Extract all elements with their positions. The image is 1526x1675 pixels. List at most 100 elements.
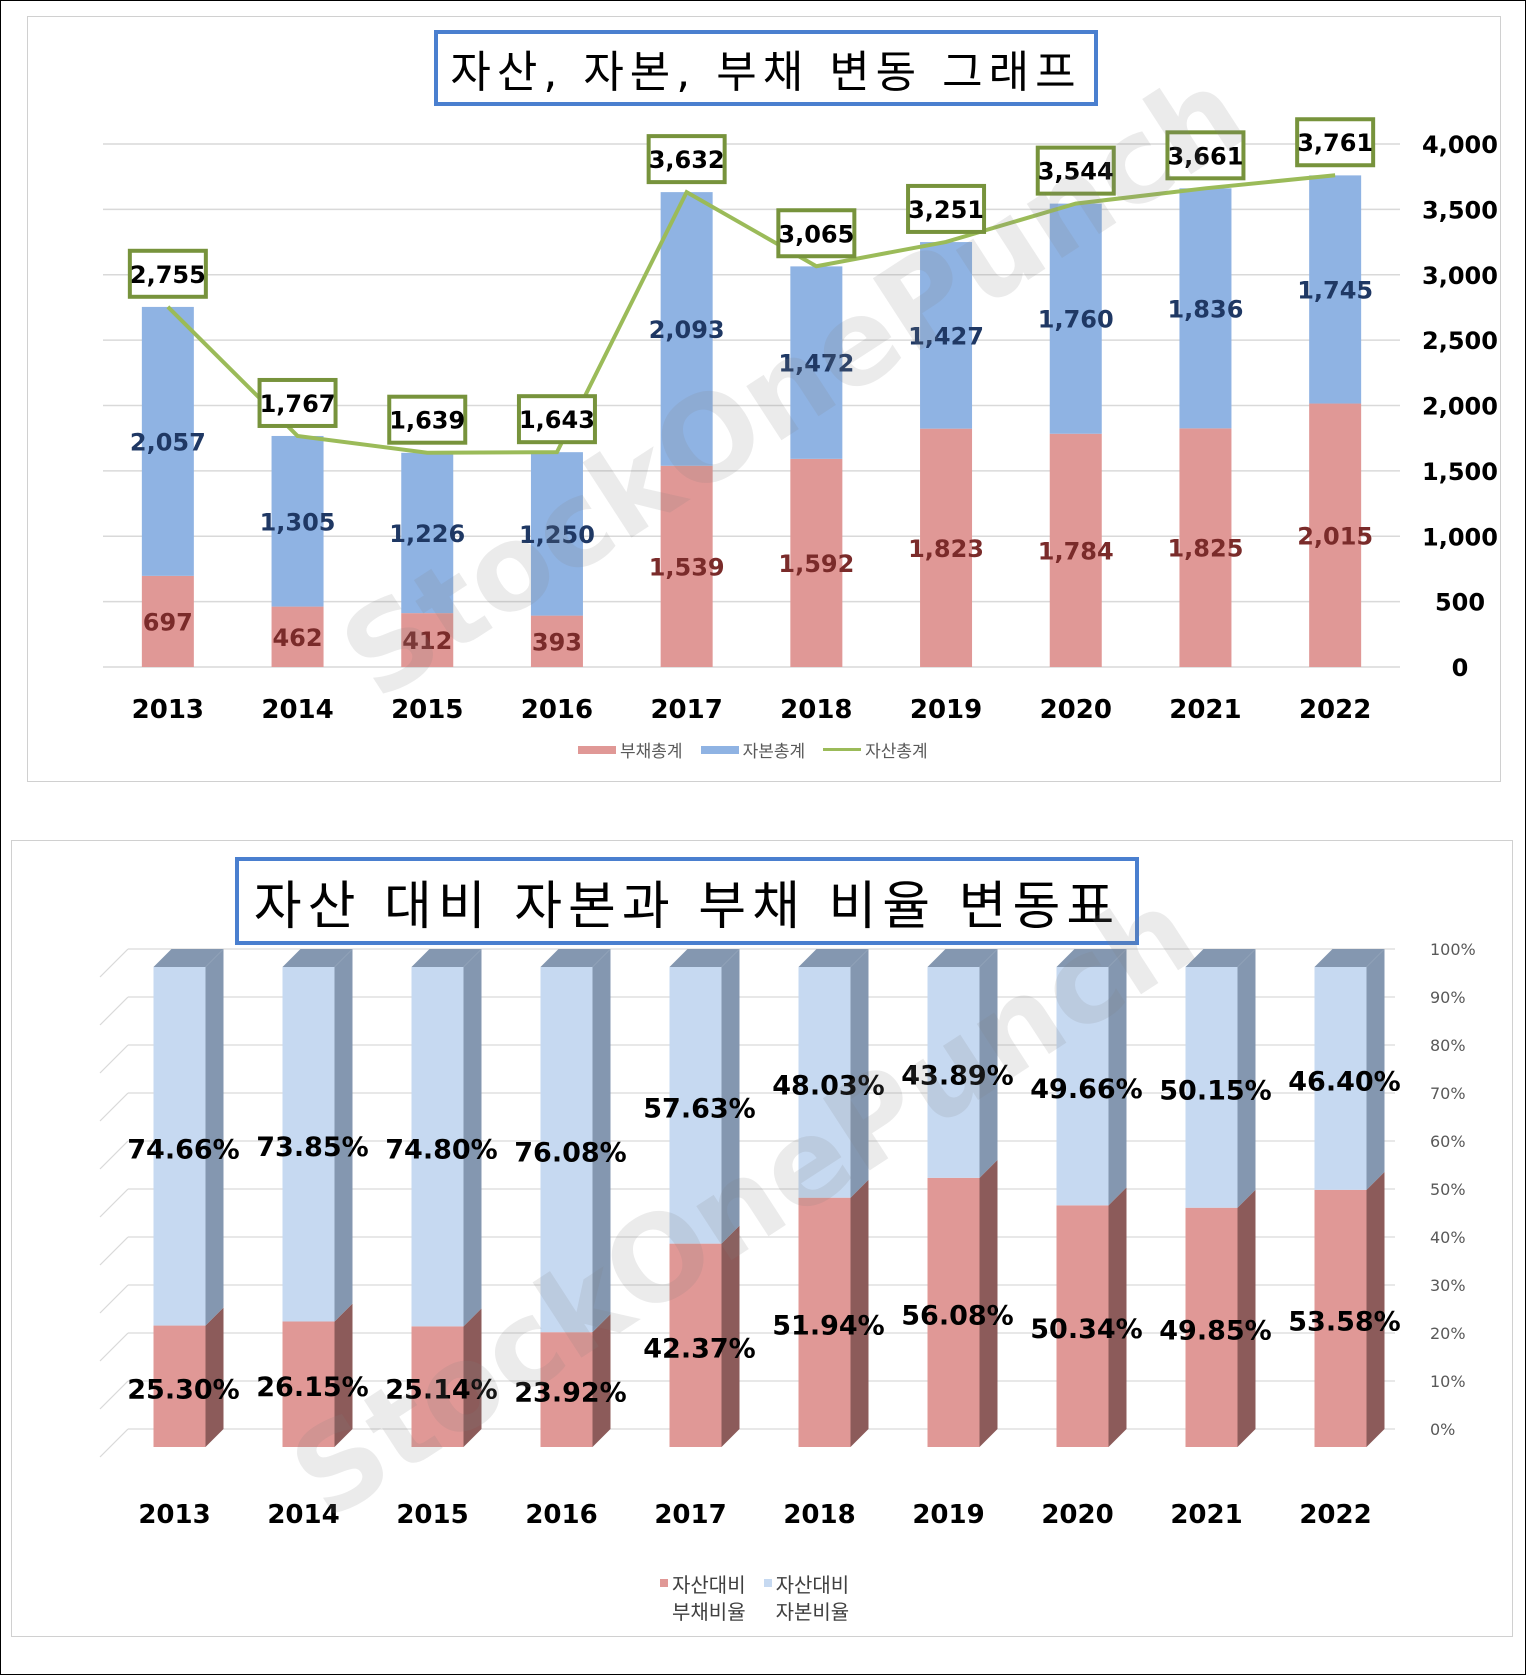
chart2-bar-equity-side xyxy=(1108,949,1127,1206)
chart1-bar-debt xyxy=(530,615,583,667)
chart1-label-equity: 1,250 xyxy=(519,521,595,549)
chart2-label-equity: 49.66% xyxy=(1030,1074,1142,1105)
chart2-x-tick: 2022 xyxy=(1299,1500,1371,1530)
chart2-gridline-side xyxy=(99,1092,129,1122)
chart2-bar-debt xyxy=(411,1326,464,1447)
chart1-y-tick: 500 xyxy=(1435,589,1485,617)
chart2-bar-debt-side xyxy=(592,1314,611,1447)
chart1-bar-equity xyxy=(1309,175,1362,404)
chart1-label-equity: 1,836 xyxy=(1167,295,1243,323)
chart2-x-tick: 2019 xyxy=(912,1500,984,1530)
chart2-label-debt: 25.30% xyxy=(127,1374,239,1405)
chart2-label-equity: 50.15% xyxy=(1159,1075,1271,1106)
chart2-x-tick: 2017 xyxy=(654,1500,726,1530)
chart2-legend: 자산대비 부채비율 자산대비 자본비율 xyxy=(660,1572,867,1626)
legend-swatch-assets xyxy=(823,748,862,751)
chart1-label-equity: 2,093 xyxy=(649,316,725,344)
chart2-label-debt: 51.94% xyxy=(772,1310,884,1341)
chart1-label-equity: 1,427 xyxy=(908,322,984,350)
chart1-bar-equity xyxy=(790,266,843,459)
chart1-y-tick: 3,000 xyxy=(1422,262,1498,290)
chart2-y-tick: 50% xyxy=(1430,1180,1466,1199)
chart2-gridline-side xyxy=(99,1044,129,1074)
chart2-label-equity: 48.03% xyxy=(772,1070,884,1101)
legend-swatch-equity xyxy=(700,745,739,754)
chart1-legend: 부채총계 자본총계 자산총계 xyxy=(578,737,946,762)
chart1-y-tick: 1,500 xyxy=(1422,458,1498,486)
chart1-label-debt: 412 xyxy=(402,627,452,655)
chart2-x-tick: 2020 xyxy=(1041,1500,1113,1530)
chart2-bar-equity-side xyxy=(850,949,869,1198)
chart2-bar-top xyxy=(1185,949,1256,967)
chart1-label-debt: 462 xyxy=(272,624,322,652)
chart1-label-assets: 1,767 xyxy=(260,390,336,418)
chart2-bar-top xyxy=(1314,949,1385,967)
chart2-y-tick: 0% xyxy=(1430,1420,1455,1439)
chart2-bar-debt xyxy=(1314,1189,1367,1447)
legend-item-assets: 자산총계 xyxy=(823,737,928,762)
chart2-panel xyxy=(11,840,1513,1637)
chart2-y-tick: 20% xyxy=(1430,1324,1466,1343)
chart2-bar-equity xyxy=(153,967,206,1326)
chart2-bar-top xyxy=(798,949,869,967)
chart1-label-debt: 1,823 xyxy=(908,535,984,563)
legend-item-debt: 부채총계 xyxy=(578,737,683,762)
chart1-assets-line xyxy=(166,173,1336,455)
chart1-assets-label-box xyxy=(257,377,338,428)
chart1-bar-equity xyxy=(1049,203,1102,434)
chart2-bar-top xyxy=(540,949,611,967)
chart2-bar-equity-side xyxy=(592,949,611,1333)
legend2-label-equity-line1: 자산대비 xyxy=(775,1573,850,1597)
chart1-label-assets: 2,755 xyxy=(130,261,206,289)
chart1-label-debt: 1,784 xyxy=(1038,537,1114,565)
chart2-bar-debt xyxy=(282,1321,335,1447)
chart2-label-debt: 50.34% xyxy=(1030,1314,1142,1345)
chart1-assets-label-box xyxy=(776,208,857,259)
chart2-bar-top xyxy=(669,949,740,967)
chart2-gridline-side xyxy=(99,1188,129,1218)
chart1-x-tick: 2019 xyxy=(910,695,982,725)
chart2-gridline-side xyxy=(99,1428,129,1458)
chart1-label-debt: 1,825 xyxy=(1167,535,1243,563)
chart2-bar-debt xyxy=(669,1243,722,1447)
chart1-bar-equity xyxy=(271,435,324,607)
chart1-bar-equity xyxy=(1179,188,1232,429)
chart2-y-tick: 10% xyxy=(1430,1372,1466,1391)
chart2-bar-equity xyxy=(1185,967,1238,1208)
chart1-assets-label-box xyxy=(1295,117,1376,168)
chart2-bar-debt-side xyxy=(850,1179,869,1447)
chart2-y-tick: 90% xyxy=(1430,988,1466,1007)
chart2-bar-equity-side xyxy=(721,949,740,1244)
chart1-bar-debt xyxy=(401,613,454,667)
chart1-label-assets: 3,632 xyxy=(649,146,725,174)
chart2-gridline-side xyxy=(99,1332,129,1362)
chart1-bar-debt xyxy=(1049,433,1102,667)
chart1-bar-equity xyxy=(920,242,973,429)
chart2-x-tick: 2013 xyxy=(138,1500,210,1530)
chart1-assets-label-box xyxy=(906,183,987,234)
chart1-x-tick: 2014 xyxy=(261,695,333,725)
chart2-y-tick: 80% xyxy=(1430,1036,1466,1055)
chart1-label-equity: 1,226 xyxy=(389,520,465,548)
legend2-label-debt-line2: 부채비율 xyxy=(672,1600,746,1624)
chart1-label-equity: 1,305 xyxy=(260,508,336,536)
chart2-bar-top xyxy=(1056,949,1127,967)
chart2-x-tick: 2015 xyxy=(396,1500,468,1530)
chart2-label-equity: 43.89% xyxy=(901,1060,1013,1091)
chart1-bar-debt xyxy=(790,458,843,667)
chart1-x-tick: 2021 xyxy=(1169,695,1241,725)
chart1-label-debt: 697 xyxy=(143,608,193,636)
chart1-bar-debt xyxy=(920,428,973,667)
chart1-y-tick: 1,000 xyxy=(1422,523,1498,551)
chart2-label-debt: 56.08% xyxy=(901,1300,1013,1331)
chart2-bar-debt-side xyxy=(979,1159,998,1447)
chart2-label-equity: 73.85% xyxy=(256,1132,368,1163)
chart1-y-tick: 4,000 xyxy=(1422,131,1498,159)
chart1-label-debt: 2,015 xyxy=(1297,522,1373,550)
chart1-assets-label-box xyxy=(1035,145,1116,196)
chart1-bar-equity xyxy=(141,306,194,576)
chart2-bar-debt xyxy=(540,1332,593,1447)
chart1-label-debt: 393 xyxy=(532,628,582,656)
chart2-bar-debt-side xyxy=(334,1303,353,1447)
chart2-label-equity: 46.40% xyxy=(1288,1066,1400,1097)
